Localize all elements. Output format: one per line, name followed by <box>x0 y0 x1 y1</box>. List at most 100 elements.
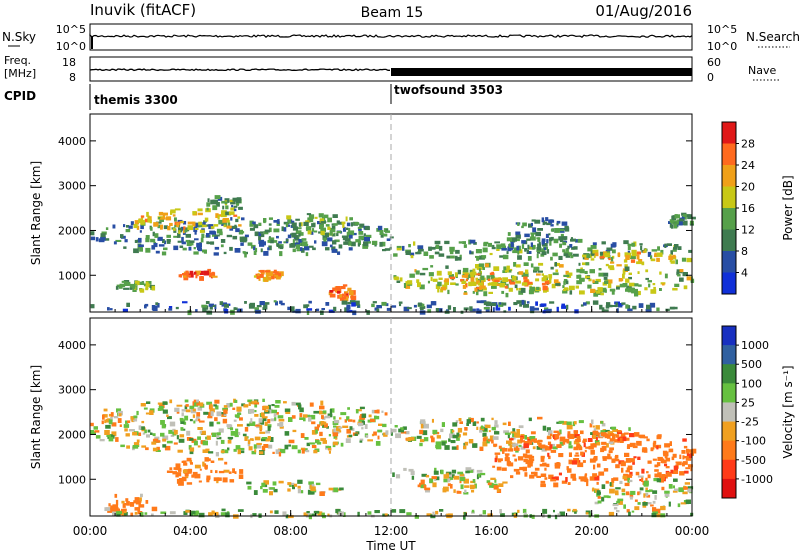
heatmap-cell <box>183 421 187 425</box>
heatmap-cell <box>321 308 325 311</box>
heatmap-cell <box>492 465 496 468</box>
heatmap-cell <box>111 431 117 437</box>
heatmap-cell <box>608 450 613 454</box>
heatmap-cell <box>205 301 210 304</box>
heatmap-cell <box>213 404 217 407</box>
heatmap-cell <box>306 226 312 232</box>
heatmap-cell <box>413 304 417 308</box>
heatmap-cell <box>374 410 379 414</box>
x-axis-label: Time UT <box>365 539 416 553</box>
heatmap-cell <box>566 424 573 430</box>
heatmap-cell <box>523 443 529 449</box>
heatmap-cell <box>172 471 178 475</box>
heatmap-cell <box>396 280 401 283</box>
heatmap-cell <box>682 462 685 467</box>
heatmap-cell <box>222 218 227 223</box>
heatmap-cell <box>329 290 334 293</box>
heatmap-cell <box>675 461 680 464</box>
heatmap-cell <box>145 412 150 415</box>
heatmap-cell <box>550 224 554 227</box>
heatmap-cell <box>478 263 485 269</box>
heatmap-cell <box>318 231 323 234</box>
heatmap-cell <box>589 423 593 428</box>
heatmap-cell <box>609 482 614 488</box>
heatmap-cell <box>244 301 247 304</box>
heatmap-cell <box>656 513 663 518</box>
heatmap-cell <box>671 220 678 223</box>
heatmap-cell <box>611 426 617 430</box>
heatmap-cell <box>281 226 284 232</box>
heatmap-cell <box>601 307 605 313</box>
heatmap-cell <box>510 475 514 479</box>
heatmap-cell <box>444 240 450 245</box>
heatmap-cell <box>669 441 672 446</box>
heatmap-cell <box>271 409 277 414</box>
heatmap-cell <box>168 308 173 311</box>
heatmap-cell <box>540 480 546 484</box>
heatmap-cell <box>149 410 154 415</box>
heatmap-cell <box>320 437 327 442</box>
heatmap-cell <box>592 473 598 477</box>
heatmap-cell <box>217 215 220 220</box>
heatmap-cell <box>333 487 339 493</box>
heatmap-cell <box>145 447 149 451</box>
heatmap-cell <box>318 213 324 218</box>
heatmap-cell <box>333 428 336 434</box>
heatmap-cell <box>291 415 296 419</box>
heatmap-cell <box>650 447 655 450</box>
heatmap-cell <box>372 301 377 304</box>
heatmap-cell <box>516 245 520 251</box>
heatmap-cell <box>536 446 543 450</box>
heatmap-cell <box>221 508 226 512</box>
heatmap-cell <box>399 303 402 307</box>
heatmap-cell <box>335 286 341 290</box>
heatmap-cell <box>396 245 402 249</box>
heatmap-cell <box>430 276 433 282</box>
heatmap-cell <box>195 270 201 274</box>
heatmap-cell <box>313 410 319 414</box>
heatmap-cell <box>479 513 483 517</box>
heatmap-cell <box>176 435 179 440</box>
heatmap-cell <box>222 477 228 483</box>
heatmap-cell <box>170 209 176 214</box>
heatmap-cell <box>253 246 256 251</box>
heatmap-cell <box>611 458 616 463</box>
heatmap-cell <box>215 440 218 446</box>
heatmap-cell <box>408 468 414 472</box>
heatmap-cell <box>172 214 176 217</box>
heatmap-cell <box>435 510 439 515</box>
heatmap-cell <box>625 491 630 496</box>
heatmap-cell <box>434 477 437 481</box>
heatmap-cell <box>328 434 331 437</box>
heatmap-cell <box>572 477 577 481</box>
heatmap-cell <box>562 440 566 445</box>
heatmap-cell <box>497 488 500 492</box>
heatmap-cell <box>652 511 658 514</box>
heatmap-cell <box>594 501 599 505</box>
heatmap-cell <box>627 250 631 255</box>
heatmap-cell <box>295 235 298 240</box>
heatmap-cell <box>537 416 543 420</box>
heatmap-cell <box>595 436 598 441</box>
heatmap-cell <box>268 245 272 251</box>
heatmap-cell <box>160 420 165 425</box>
heatmap-cell <box>651 512 657 518</box>
heatmap-cell <box>637 491 640 496</box>
heatmap-cell <box>524 472 528 477</box>
heatmap-cell <box>193 440 198 446</box>
heatmap-cell <box>547 446 552 451</box>
heatmap-cell <box>631 249 637 254</box>
heatmap-cell <box>565 477 568 482</box>
heatmap-cell <box>322 410 327 414</box>
heatmap-cell <box>186 409 191 413</box>
heatmap-cell <box>239 469 244 474</box>
heatmap-cell <box>189 460 193 464</box>
heatmap-cell <box>491 271 494 275</box>
heatmap-cell <box>339 487 344 491</box>
heatmap-cell <box>270 437 274 442</box>
heatmap-cell <box>303 221 309 226</box>
heatmap-cell <box>353 300 360 306</box>
heatmap-cell <box>674 283 680 287</box>
heatmap-cell <box>554 262 557 267</box>
heatmap-cell <box>467 470 473 473</box>
